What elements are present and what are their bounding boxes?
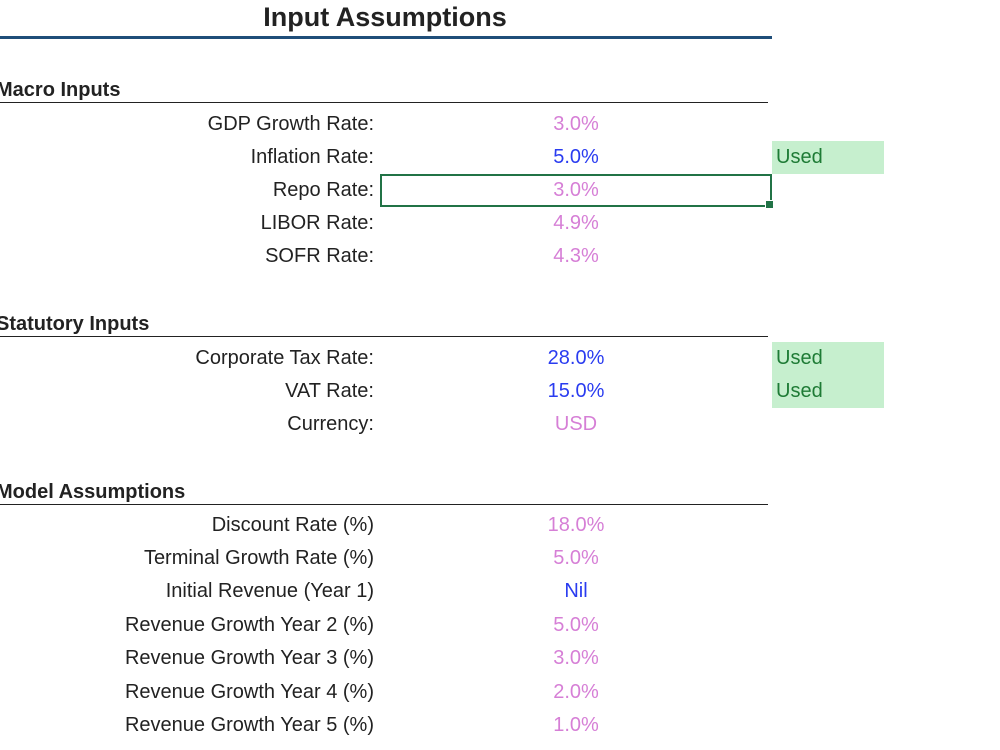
row-revenue-growth-year-4: Revenue Growth Year 4 (%) 2.0%	[0, 676, 1000, 709]
value-cell[interactable]: 4.3%	[553, 245, 599, 267]
row-vat-rate: VAT Rate: 15.0% Used	[0, 375, 1000, 408]
label-cell[interactable]: Revenue Growth Year 3 (%)	[124, 647, 374, 669]
row-initial-revenue: Initial Revenue (Year 1) Nil	[0, 575, 1000, 608]
row-revenue-growth-year-5: Revenue Growth Year 5 (%) 1.0%	[0, 709, 1000, 742]
row-libor-rate: LIBOR Rate: 4.9%	[0, 207, 1000, 240]
row-corporate-tax-rate: Corporate Tax Rate: 28.0% Used	[0, 342, 1000, 375]
value-cell[interactable]: Nil	[564, 580, 588, 602]
row-discount-rate: Discount Rate (%) 18.0%	[0, 509, 1000, 542]
label-cell[interactable]: GDP Growth Rate:	[207, 113, 374, 135]
row-currency: Currency: USD	[0, 408, 1000, 441]
label-cell[interactable]: Revenue Growth Year 5 (%)	[124, 714, 374, 736]
label-cell[interactable]: Repo Rate:	[272, 179, 374, 201]
value-cell[interactable]: USD	[554, 413, 598, 435]
row-gdp-growth-rate: GDP Growth Rate: 3.0%	[0, 108, 1000, 141]
value-cell[interactable]: 28.0%	[547, 347, 605, 369]
section-heading-statutory[interactable]: Statutory Inputs	[0, 312, 768, 337]
label-cell[interactable]: LIBOR Rate:	[260, 212, 374, 234]
label-cell[interactable]: Inflation Rate:	[250, 146, 374, 168]
row-repo-rate: Repo Rate: 3.0%	[0, 174, 1000, 209]
selected-value-cell[interactable]: 3.0%	[380, 174, 774, 209]
section-heading-model[interactable]: Model Assumptions	[0, 480, 768, 505]
value-cell[interactable]: 5.0%	[553, 547, 599, 569]
value-cell[interactable]: 18.0%	[547, 514, 605, 536]
value-cell[interactable]: 3.0%	[553, 113, 599, 135]
value-cell[interactable]: 15.0%	[547, 380, 605, 402]
fill-handle[interactable]	[765, 200, 774, 209]
row-revenue-growth-year-3: Revenue Growth Year 3 (%) 3.0%	[0, 642, 1000, 675]
label-cell[interactable]: SOFR Rate:	[265, 245, 374, 267]
used-flag-cell[interactable]: Used	[772, 141, 884, 174]
label-cell[interactable]: Corporate Tax Rate:	[195, 347, 374, 369]
label-cell[interactable]: Revenue Growth Year 4 (%)	[124, 681, 374, 703]
value-cell[interactable]: 5.0%	[553, 614, 599, 636]
label-cell[interactable]: Initial Revenue (Year 1)	[165, 580, 374, 602]
label-cell[interactable]: Currency:	[287, 413, 374, 435]
value-cell[interactable]: 3.0%	[553, 647, 599, 669]
value-cell[interactable]: 2.0%	[553, 681, 599, 703]
label-cell[interactable]: Terminal Growth Rate (%)	[143, 547, 374, 569]
used-flag-cell[interactable]: Used	[772, 375, 884, 408]
value-text: 3.0%	[553, 179, 599, 201]
value-cell[interactable]: 5.0%	[553, 146, 599, 168]
section-heading-macro[interactable]: Macro Inputs	[0, 78, 768, 103]
row-sofr-rate: SOFR Rate: 4.3%	[0, 240, 1000, 273]
row-terminal-growth-rate: Terminal Growth Rate (%) 5.0%	[0, 542, 1000, 575]
label-cell[interactable]: VAT Rate:	[285, 380, 374, 402]
sheet-title: Input Assumptions	[263, 2, 507, 32]
value-cell[interactable]: 4.9%	[553, 212, 599, 234]
label-cell[interactable]: Discount Rate (%)	[211, 514, 374, 536]
row-revenue-growth-year-2: Revenue Growth Year 2 (%) 5.0%	[0, 609, 1000, 642]
used-flag-cell[interactable]: Used	[772, 342, 884, 375]
value-cell[interactable]: 1.0%	[553, 714, 599, 736]
title-underline	[0, 36, 772, 39]
label-cell[interactable]: Revenue Growth Year 2 (%)	[124, 614, 374, 636]
row-inflation-rate: Inflation Rate: 5.0% Used	[0, 141, 1000, 174]
